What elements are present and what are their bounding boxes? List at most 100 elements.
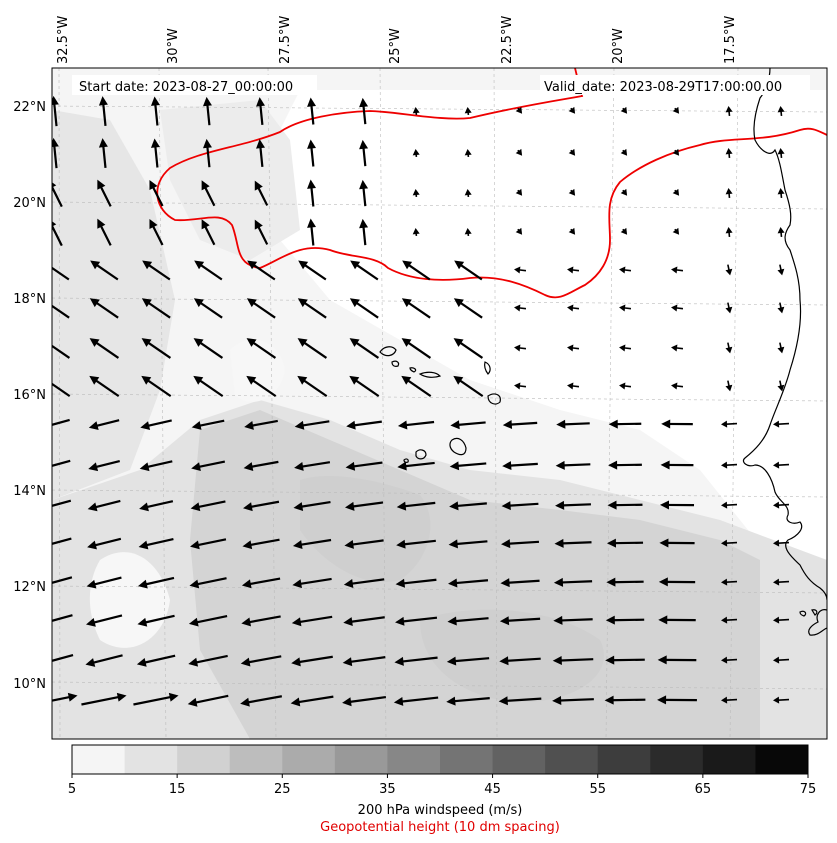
latitude-labels: 22°N 20°N 18°N 16°N 14°N 12°N 10°N xyxy=(13,100,46,692)
colorbar-tick-label: 55 xyxy=(589,782,606,797)
wind-arrow xyxy=(256,97,265,125)
wind-arrow xyxy=(608,460,642,470)
wind-arrow xyxy=(661,419,693,429)
wind-arrow xyxy=(241,615,281,627)
wind-arrow xyxy=(555,460,591,470)
wind-arrow xyxy=(672,188,680,196)
wind-arrow xyxy=(657,695,697,705)
lat-label-20n: 20°N xyxy=(13,196,46,211)
wind-arrow xyxy=(448,539,488,549)
wind-arrow xyxy=(721,461,738,469)
wind-arrow xyxy=(98,96,108,126)
wind-arrow xyxy=(501,539,540,549)
wind-arrow xyxy=(412,149,420,158)
wind-arrow xyxy=(725,264,733,276)
wind-arrow xyxy=(201,180,216,207)
wind-arrow xyxy=(87,499,121,512)
wind-arrow xyxy=(464,107,472,116)
wind-arrow xyxy=(343,578,385,588)
wind-arrow xyxy=(52,137,59,169)
wind-arrow xyxy=(721,501,738,509)
wind-arrow xyxy=(619,266,632,274)
wind-arrow xyxy=(453,298,483,319)
wind-arrow xyxy=(97,179,112,207)
wind-arrow xyxy=(401,375,432,398)
wind-arrow xyxy=(191,419,225,430)
colorbar-cell xyxy=(72,745,126,774)
wind-arrow xyxy=(553,577,593,587)
island-sao-nicolau xyxy=(409,367,417,373)
wind-arrow xyxy=(243,500,280,512)
wind-arrow xyxy=(500,578,540,588)
wind-arrow xyxy=(187,694,229,707)
wind-arrow xyxy=(246,375,277,398)
colorbar-cell xyxy=(387,745,441,774)
wind-arrow xyxy=(194,260,223,281)
wind-arrow xyxy=(190,500,226,512)
wind-arrow xyxy=(777,264,785,276)
lon-label-32-5w: 32.5°W xyxy=(56,16,71,64)
wind-arrow xyxy=(140,419,172,430)
wind-arrow xyxy=(773,656,790,664)
colorbar-cell xyxy=(755,745,809,774)
wind-arrow xyxy=(604,695,646,705)
wind-arrow xyxy=(567,344,580,352)
wind-arrow xyxy=(607,500,643,510)
wind-arrow xyxy=(446,696,490,706)
colorbar-cell xyxy=(702,745,756,774)
wind-arrow xyxy=(150,96,160,126)
wind-arrow xyxy=(725,342,733,354)
wind-arrow xyxy=(721,539,738,547)
wind-arrow xyxy=(449,501,487,511)
wind-arrow xyxy=(515,188,523,196)
wind-arrow xyxy=(725,302,733,314)
colorbar-ticks: 5 15 25 35 45 55 65 75 xyxy=(68,774,816,797)
colorbar-tick-label: 25 xyxy=(274,782,291,797)
colorbar-tick-label: 5 xyxy=(68,782,76,797)
wind-arrow xyxy=(256,139,265,167)
wind-arrow xyxy=(307,179,317,207)
shade-zone-mid-blob-2 xyxy=(420,609,604,702)
wind-arrow xyxy=(298,260,327,281)
wind-arrow xyxy=(291,615,333,627)
wind-arrow xyxy=(97,218,112,246)
wind-arrow xyxy=(777,106,785,117)
wind-arrow xyxy=(88,459,121,472)
wind-arrow xyxy=(291,655,333,667)
wind-arrow xyxy=(203,96,212,126)
wind-arrow xyxy=(773,461,790,469)
wind-arrow xyxy=(659,500,695,510)
island-boa-vista xyxy=(487,393,501,405)
colorbar-title: 200 hPa windspeed (m/s) xyxy=(358,803,523,818)
wind-arrow xyxy=(86,614,123,627)
wind-vectors xyxy=(52,95,790,707)
wind-arrow xyxy=(555,500,591,510)
wind-arrow xyxy=(620,188,628,196)
colorbar-frame xyxy=(71,744,809,775)
wind-arrow xyxy=(453,338,484,359)
wind-arrow xyxy=(446,656,490,666)
wind-arrow xyxy=(254,180,269,206)
windspeed-shading xyxy=(52,90,827,739)
wind-arrow xyxy=(294,420,330,430)
wind-arrow xyxy=(52,692,78,702)
wind-arrow xyxy=(297,375,328,398)
wind-arrow xyxy=(307,97,317,125)
wind-arrow xyxy=(773,539,790,547)
map-panel xyxy=(52,68,827,739)
wind-arrow xyxy=(672,148,680,156)
wind-arrow xyxy=(201,219,216,246)
wind-arrow xyxy=(86,576,122,589)
island-santiago xyxy=(449,437,467,456)
lat-label-14n: 14°N xyxy=(13,484,46,499)
colorbar-subtitle: Geopotential height (10 dm spacing) xyxy=(320,820,560,835)
wind-arrow xyxy=(671,266,684,274)
wind-arrow xyxy=(344,539,384,549)
colorbar-cell xyxy=(334,745,388,774)
wind-arrow xyxy=(777,148,785,159)
colorbar-cell xyxy=(492,745,546,774)
lat-label-10n: 10°N xyxy=(13,677,46,692)
wind-arrow xyxy=(412,228,420,237)
wind-arrow xyxy=(307,218,317,246)
wind-arrow xyxy=(81,692,127,706)
